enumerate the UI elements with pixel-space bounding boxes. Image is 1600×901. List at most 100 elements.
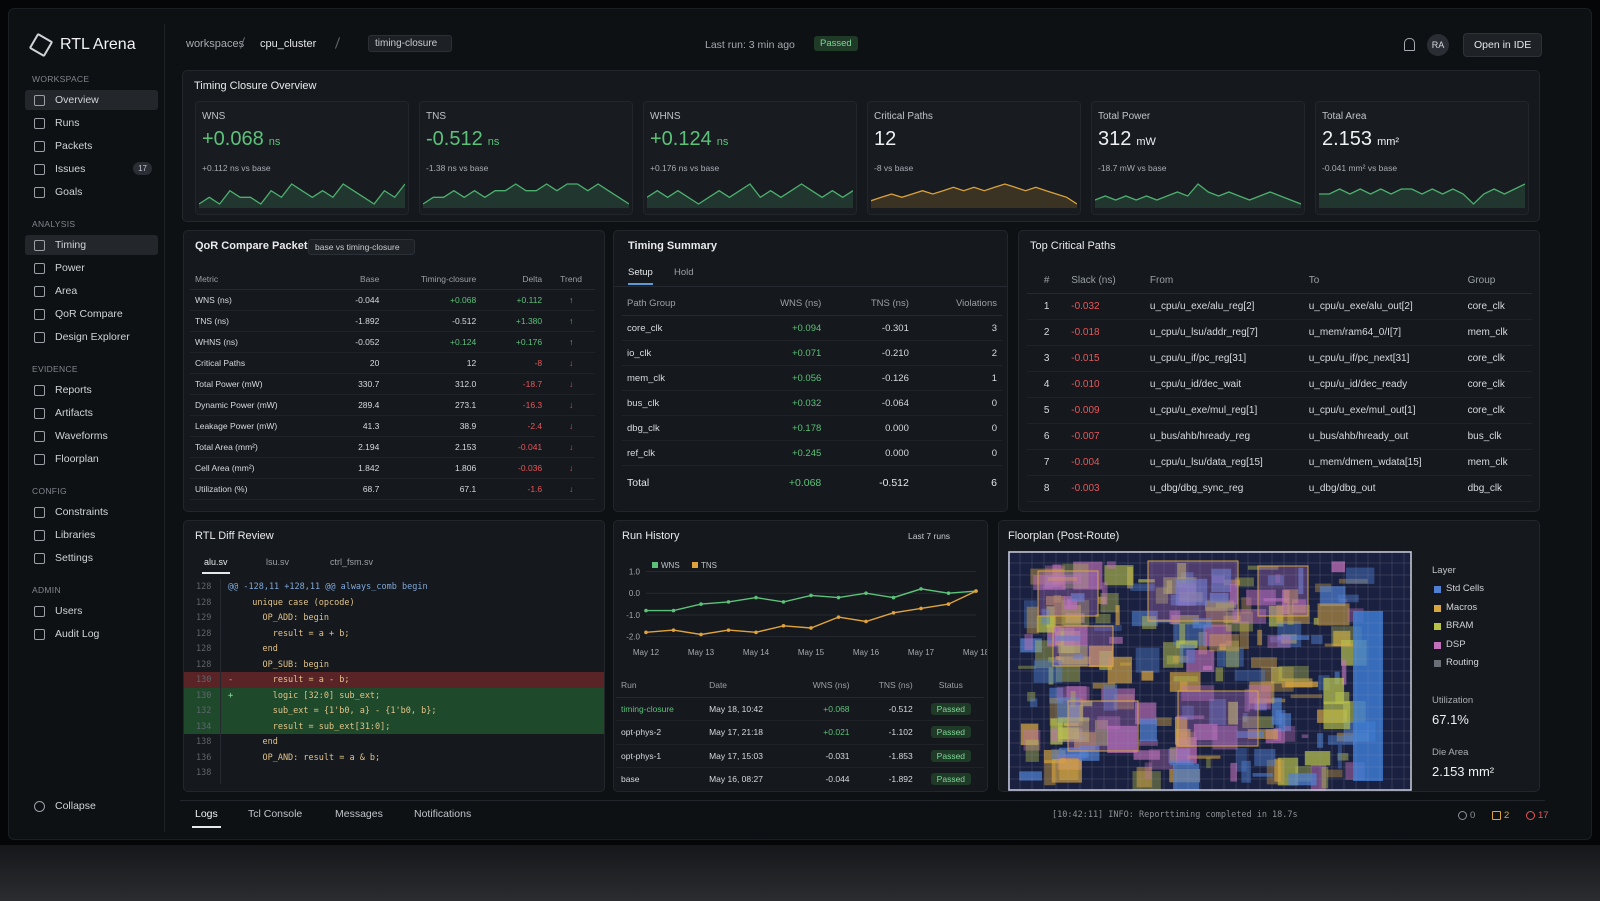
table-row[interactable]: dbg_clk +0.178 0.000 0 — [622, 415, 1002, 441]
nav-item[interactable]: Packets — [25, 136, 158, 156]
macro-block — [1177, 690, 1259, 747]
runs-selector[interactable]: Last 7 runs — [908, 531, 951, 541]
nav-item[interactable]: Design Explorer — [25, 327, 158, 347]
nav-item[interactable]: Timing — [25, 235, 158, 255]
cell-block — [1257, 629, 1263, 646]
cell-block — [1024, 634, 1033, 651]
avatar[interactable]: RA — [1427, 34, 1449, 56]
kpi-value: +0.124 — [650, 128, 712, 150]
table-row[interactable]: io_clk +0.071 -0.210 2 — [622, 340, 1002, 366]
cell-block — [1236, 731, 1265, 738]
nav-item[interactable]: Floorplan — [25, 449, 158, 469]
tab[interactable]: Hold — [674, 267, 694, 278]
tab[interactable]: Setup — [628, 267, 653, 285]
table-row[interactable]: mem_clk +0.056 -0.126 1 — [622, 365, 1002, 391]
nav-item[interactable]: Artifacts — [25, 403, 158, 423]
cell-text: 5 — [1043, 405, 1050, 416]
collapse-button[interactable]: Collapse — [25, 796, 158, 816]
table-row[interactable]: 5 -0.009 u_cpu/u_exe/mul_reg[1] u_cpu/u_exe… — [1027, 397, 1532, 424]
table-row[interactable]: bus_clk +0.032 -0.064 0 — [622, 390, 1002, 416]
table-row[interactable]: Utilization (%) 68.7 67.1 -1.6 ↓ — [190, 478, 595, 500]
series-point — [946, 591, 951, 596]
diff-line: 132 sub_ext = {1'b0, a} - {1'b0, b}; — [184, 703, 604, 719]
file-tab[interactable]: ctrl_fsm.sv — [330, 557, 374, 567]
cell-block — [1269, 636, 1283, 643]
nav-item[interactable]: Waveforms — [25, 426, 158, 446]
packet-selector[interactable]: base vs timing-closure — [308, 239, 415, 255]
table-row[interactable]: opt-phys-1 May 17, 15:03 -0.031 -1.853 Passe… — [616, 744, 984, 768]
bottom-tab[interactable]: Logs — [192, 808, 221, 828]
file-tab[interactable]: alu.sv — [202, 557, 230, 574]
table-row[interactable]: Total Area (mm²) 2.194 2.153 -0.041 ↓ — [190, 436, 595, 458]
nav-item[interactable]: Audit Log — [25, 624, 158, 644]
table-row[interactable]: 4 -0.010 u_cpu/u_id/dec_wait u_cpu/u_id/dec… — [1027, 371, 1532, 398]
table-row[interactable]: 7 -0.004 u_cpu/u_lsu/data_reg[15] u_mem/dme… — [1027, 449, 1532, 476]
cell-text: io_clk — [627, 347, 652, 359]
breadcrumb[interactable]: cpu_cluster — [260, 38, 317, 50]
table-row[interactable]: 3 -0.015 u_cpu/u_if/pc_reg[31] u_cpu/u_if/p… — [1027, 345, 1532, 372]
file-tab[interactable]: lsu.sv — [266, 557, 290, 567]
breadcrumb[interactable]: workspaces — [186, 38, 245, 50]
table-row[interactable]: base May 16, 08:27 -0.044 -1.892 Passed — [616, 767, 984, 791]
nav-item[interactable]: Overview — [25, 90, 158, 110]
bottom-tab[interactable]: Messages — [335, 808, 383, 820]
x-tick-label: May 18 — [963, 648, 988, 657]
nav-item[interactable]: Reports — [25, 380, 158, 400]
cell-block — [1104, 565, 1134, 586]
table-row[interactable]: timing-closure May 18, 10:42 +0.068 -0.512 P… — [616, 697, 984, 721]
table-row[interactable]: Total Power (mW) 330.7 312.0 -18.7 ↓ — [190, 373, 595, 395]
bottom-tab[interactable]: Tcl Console — [248, 808, 303, 820]
table-row[interactable]: 2 -0.018 u_cpu/u_lsu/addr_reg[7] u_mem/ram6… — [1027, 319, 1532, 346]
kpi-unit: mm² — [1377, 136, 1400, 148]
nav-item[interactable]: Libraries — [25, 525, 158, 545]
brand: RTL Arena — [60, 36, 136, 53]
table-row[interactable]: TNS (ns) -1.892 -0.512 +1.380 ↑ — [190, 310, 595, 332]
open-ide-button[interactable]: Open in IDE — [1463, 33, 1543, 57]
nav-item[interactable]: Goals — [25, 182, 158, 202]
table-cell: u_dbg/dbg_out — [1303, 475, 1463, 502]
nav-item[interactable]: Issues 17 — [25, 159, 158, 179]
table-row[interactable]: Critical Paths 20 12 -8 ↓ — [190, 352, 595, 374]
table-row[interactable]: 1 -0.032 u_cpu/u_exe/alu_reg[2] u_cpu/u_exe… — [1027, 293, 1532, 320]
table-row[interactable]: Leakage Power (mW) 41.3 38.9 -2.4 ↓ — [190, 415, 595, 437]
nav-item[interactable]: Constraints — [25, 502, 158, 522]
nav-item[interactable]: Users — [25, 601, 158, 621]
table-row[interactable]: opt-phys-2 May 17, 21:18 +0.021 -1.102 Passe… — [616, 720, 984, 745]
cell-block — [1092, 682, 1116, 689]
cell-text: core_clk — [1467, 405, 1505, 416]
topbar: workspaces cpu_cluster timing-closure Last … — [180, 30, 1545, 62]
kpi-delta: +0.112 ns vs base — [202, 163, 271, 173]
table-row[interactable]: Cell Area (mm²) 1.842 1.806 -0.036 ↓ — [190, 457, 595, 479]
series-point — [726, 600, 731, 604]
cell-text: ↑ — [568, 295, 574, 305]
branch-selector[interactable]: timing-closure — [368, 35, 453, 52]
nav-item[interactable]: Power — [25, 258, 158, 278]
code-text: result = sub_ext[31:0]; — [242, 721, 391, 732]
cell-text: opt-phys-2 — [621, 727, 662, 738]
series-point — [781, 600, 786, 604]
table-cell: Total Power (mW) — [190, 373, 310, 395]
cell-block — [1056, 666, 1080, 682]
nav-item[interactable]: Settings — [25, 548, 158, 568]
table-row[interactable]: core_clk +0.094 -0.301 3 — [622, 315, 1002, 341]
cell-block — [1176, 728, 1191, 747]
nav-item[interactable]: Runs — [25, 113, 158, 133]
table-row[interactable]: ref_clk +0.245 0.000 0 — [622, 440, 1002, 466]
table-row[interactable]: 6 -0.007 u_bus/ahb/hready_reg u_bus/ahb/hre… — [1027, 423, 1532, 450]
table-row[interactable]: 8 -0.003 u_dbg/dbg_sync_reg u_dbg/dbg_out db… — [1027, 475, 1532, 502]
table-cell: u_cpu/u_id/dec_wait — [1144, 371, 1304, 398]
table-row[interactable]: WNS (ns) -0.044 +0.068 +0.112 ↑ — [190, 289, 595, 311]
table-cell: bus_clk — [1462, 423, 1532, 450]
table-row[interactable]: WHNS (ns) -0.052 +0.124 +0.176 ↑ — [190, 331, 595, 353]
cell-block — [1324, 643, 1357, 647]
cell-text: Cell Area (mm²) — [195, 463, 255, 473]
x-tick-label: May 16 — [853, 648, 880, 657]
nav-item[interactable]: QoR Compare — [25, 304, 158, 324]
kpi-value: 312 — [1098, 128, 1132, 150]
bottom-tab[interactable]: Notifications — [414, 808, 472, 820]
table-row[interactable]: Dynamic Power (mW) 289.4 273.1 -16.3 ↓ — [190, 394, 595, 416]
cell-block — [1228, 701, 1239, 725]
bell-icon[interactable] — [1404, 38, 1415, 51]
nav-item[interactable]: Area — [25, 281, 158, 301]
cell-text: u_cpu/u_exe/alu_out[2] — [1308, 301, 1413, 312]
